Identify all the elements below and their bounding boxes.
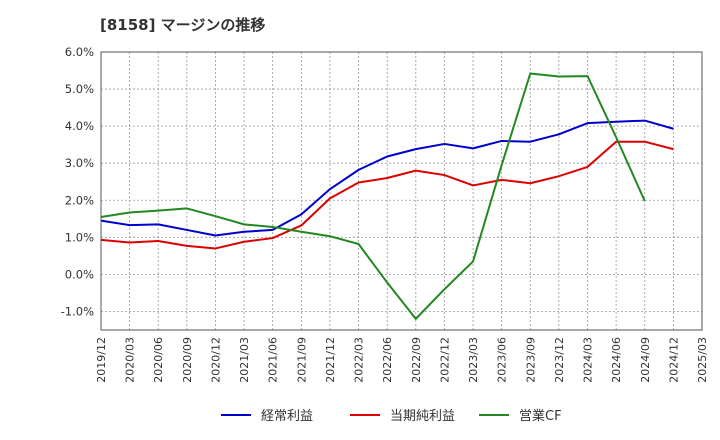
x-tick-label: 2023/12 bbox=[553, 337, 566, 383]
chart-title: [8158] マージンの推移 bbox=[100, 16, 266, 34]
x-tick-label: 2020/06 bbox=[152, 337, 165, 383]
x-tick-label: 2023/06 bbox=[496, 337, 509, 383]
y-tick-label: 3.0% bbox=[65, 156, 94, 170]
legend-label-3: 営業CF bbox=[519, 408, 562, 424]
x-tick-label: 2022/03 bbox=[353, 337, 366, 383]
y-tick-label: 5.0% bbox=[65, 82, 94, 96]
x-tick-label: 2022/09 bbox=[410, 337, 423, 383]
grid bbox=[101, 51, 702, 330]
x-tick-label: 2024/12 bbox=[667, 337, 680, 383]
y-tick-label: 6.0% bbox=[65, 45, 94, 59]
plot-frame bbox=[100, 51, 703, 331]
x-tick-label: 2021/09 bbox=[295, 337, 308, 383]
series-line-3 bbox=[100, 72, 646, 320]
legend-label-1: 経常利益 bbox=[261, 409, 313, 424]
x-tick-label: 2021/12 bbox=[324, 337, 337, 383]
y-tick-label: 2.0% bbox=[65, 193, 94, 207]
x-tick-label: 2023/03 bbox=[467, 337, 480, 383]
x-tick-label: 2022/06 bbox=[381, 337, 394, 383]
legend-label-2: 当期純利益 bbox=[390, 409, 455, 424]
x-tick-label: 2024/06 bbox=[610, 337, 623, 383]
x-tick-label: 2020/09 bbox=[181, 337, 194, 383]
x-tick-label: 2020/03 bbox=[124, 337, 137, 383]
legend: 経常利益 当期純利益 営業CF bbox=[221, 408, 562, 424]
x-tick-label: 2023/09 bbox=[524, 337, 537, 383]
x-tick-label: 2024/03 bbox=[582, 337, 595, 383]
y-tick-label: 0.0% bbox=[65, 267, 94, 281]
series-line-1 bbox=[100, 119, 674, 237]
y-tick-label: 1.0% bbox=[65, 230, 94, 244]
y-tick-label: -1.0% bbox=[61, 304, 94, 318]
axes: -1.0% 0.0% 1.0% 2.0% 3.0% 4.0% 5.0% 6.0% 2019/12… bbox=[61, 45, 709, 383]
x-tick-label: 2021/06 bbox=[267, 337, 280, 383]
series-line-2 bbox=[100, 140, 674, 250]
x-tick-label: 2021/03 bbox=[238, 337, 251, 383]
x-tick-label: 2024/09 bbox=[639, 337, 652, 383]
x-tick-label: 2019/12 bbox=[95, 337, 108, 383]
x-tick-label: 2020/12 bbox=[209, 337, 222, 383]
x-tick-label: 2022/12 bbox=[438, 337, 451, 383]
y-tick-label: 4.0% bbox=[65, 119, 94, 133]
series-lines bbox=[100, 72, 674, 320]
x-tick-label: 2025/03 bbox=[696, 337, 709, 383]
